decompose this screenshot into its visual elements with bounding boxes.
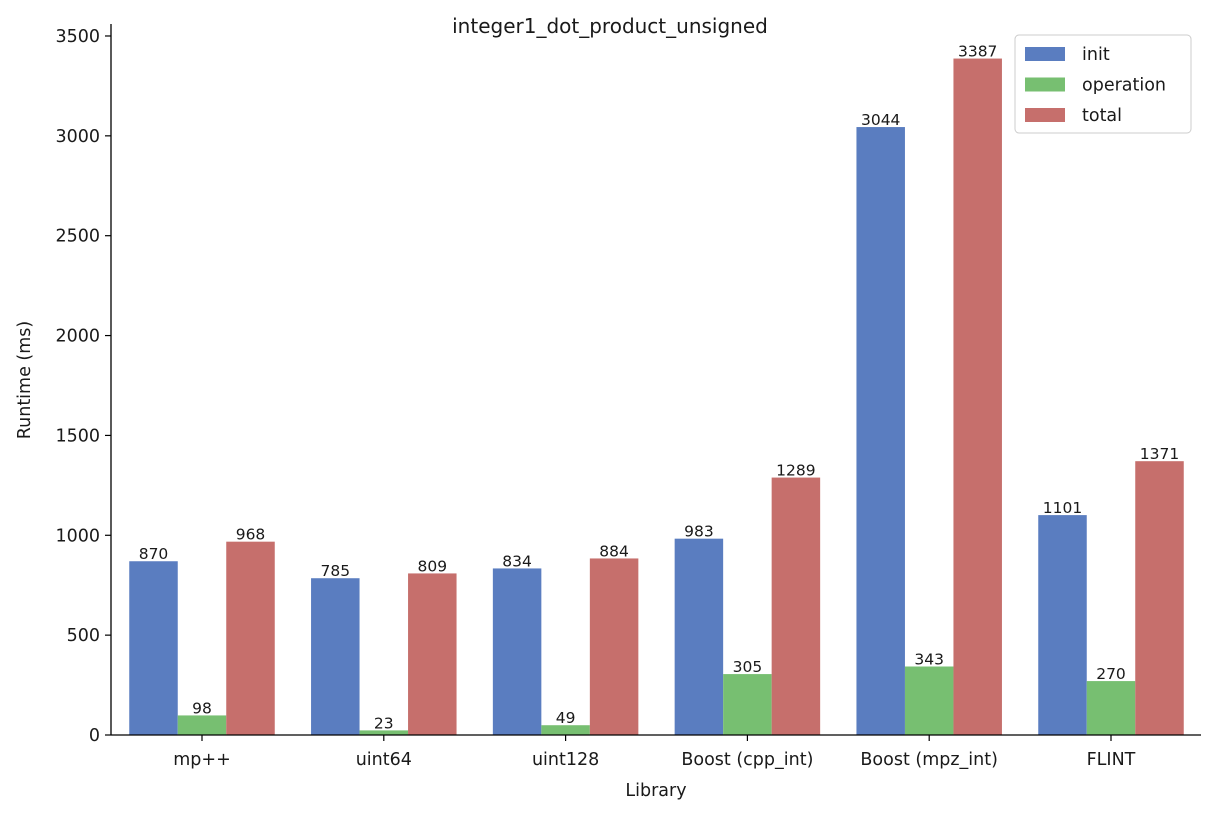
bar-init (1038, 515, 1087, 735)
x-tick-label: mp++ (173, 750, 230, 770)
bar-value-label: 1371 (1140, 445, 1179, 463)
bar-operation (1086, 681, 1136, 735)
bar-value-label: 49 (556, 709, 576, 727)
bar-value-label: 23 (374, 714, 394, 732)
bar-operation (177, 715, 227, 735)
legend-swatch-total (1025, 108, 1065, 122)
bar-init (311, 578, 360, 735)
bar-operation (723, 674, 772, 735)
bar-value-label: 834 (502, 552, 532, 570)
bar-init (674, 538, 724, 735)
y-tick-label: 2500 (55, 227, 100, 247)
bar-total (771, 477, 821, 735)
bar-total (226, 541, 275, 735)
x-tick-label: uint128 (532, 750, 599, 770)
bar-init (856, 127, 905, 735)
legend-label: total (1082, 106, 1122, 126)
y-tick-label: 3000 (55, 127, 100, 147)
bar-value-label: 870 (139, 545, 169, 563)
y-tick-label: 2000 (55, 327, 100, 347)
bar-value-label: 305 (733, 658, 763, 676)
bar-value-label: 98 (192, 699, 212, 717)
bar-value-label: 884 (599, 542, 629, 560)
bar-value-label: 983 (684, 523, 714, 541)
plot-area: 0 500 1000 1500 2000 2500 3000 3500 870 98 968 mp++… (55, 27, 1184, 770)
bar-value-label: 809 (418, 557, 448, 575)
legend-swatch-operation (1025, 77, 1065, 92)
legend-label: init (1082, 45, 1110, 65)
x-tick-label: FLINT (1087, 750, 1136, 770)
bar-init (492, 568, 542, 735)
bar-total (1135, 461, 1184, 735)
bar-value-label: 3387 (958, 43, 997, 61)
bar-value-label: 343 (914, 650, 944, 668)
bar-value-label: 785 (321, 562, 351, 580)
bar-total (408, 573, 457, 735)
bar-operation (359, 730, 409, 735)
y-tick-label: 500 (67, 626, 100, 646)
x-tick-label: Boost (mpz_int) (860, 750, 998, 770)
bar-value-label: 270 (1096, 665, 1126, 683)
y-axis-label: Runtime (ms) (15, 321, 35, 439)
legend-swatch-init (1025, 47, 1065, 61)
x-axis-label: Library (625, 781, 686, 801)
x-tick-label: uint64 (356, 750, 412, 770)
y-tick-label: 3500 (55, 27, 100, 47)
y-tick-label: 1000 (55, 526, 100, 546)
bar-value-label: 1289 (776, 462, 815, 480)
bar-operation (541, 725, 590, 735)
bar-value-label: 968 (236, 526, 266, 544)
legend: init operation total (1014, 34, 1192, 134)
bar-value-label: 3044 (861, 111, 900, 129)
x-tick-label: Boost (cpp_int) (681, 750, 813, 770)
bar-total (953, 58, 1002, 736)
bar-operation (904, 666, 954, 735)
bar-value-label: 1101 (1043, 499, 1082, 517)
legend-label: operation (1082, 76, 1166, 96)
chart-title: integer1_dot_product_unsigned (452, 14, 768, 38)
y-tick-label: 1500 (55, 426, 100, 446)
bar-total (589, 558, 639, 735)
y-tick-label: 0 (89, 726, 100, 746)
bar-init (129, 561, 178, 735)
